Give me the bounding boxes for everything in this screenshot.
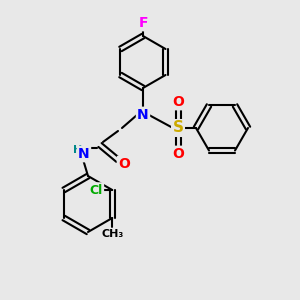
Text: O: O — [172, 95, 184, 109]
Text: O: O — [118, 157, 130, 171]
Text: N: N — [78, 147, 90, 161]
Text: N: N — [137, 108, 149, 122]
Text: H: H — [74, 145, 82, 155]
Text: Cl: Cl — [90, 184, 103, 196]
Text: O: O — [172, 147, 184, 161]
Text: CH₃: CH₃ — [101, 229, 123, 239]
Text: S: S — [172, 121, 184, 136]
Text: F: F — [138, 16, 148, 30]
